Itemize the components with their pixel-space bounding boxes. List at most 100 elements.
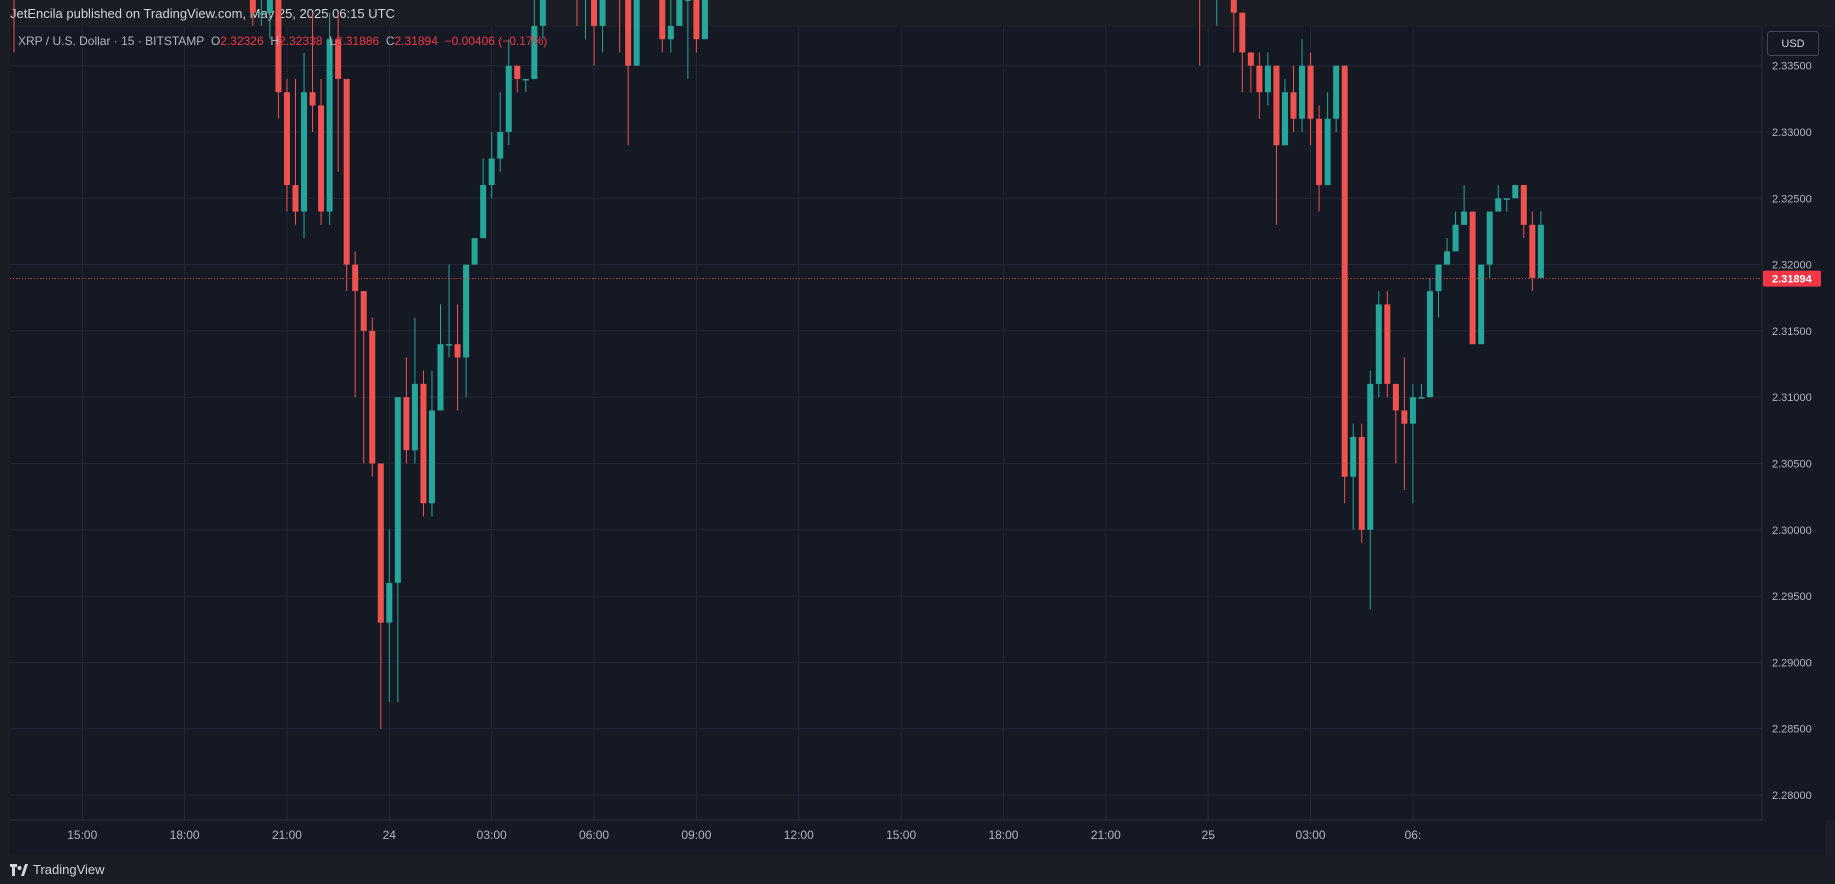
time-tick-label: 03:00 <box>477 828 507 842</box>
candle-body <box>369 330 376 464</box>
candle-body <box>352 264 359 292</box>
price-tick-label: 2.33000 <box>1772 127 1812 139</box>
price-tick-label: 2.29000 <box>1772 657 1812 669</box>
low-label: L <box>329 34 336 48</box>
price-tick-label: 2.31000 <box>1772 392 1812 404</box>
low-value: 2.31886 <box>335 34 380 48</box>
candle <box>1537 211 1544 278</box>
candle <box>480 158 487 239</box>
candle-body <box>1281 92 1288 146</box>
close-value: 2.31894 <box>394 34 438 48</box>
candle-body <box>1426 291 1433 398</box>
candle <box>1469 211 1476 345</box>
candle <box>497 92 504 172</box>
candle-body <box>1333 65 1340 119</box>
candle <box>1199 0 1201 66</box>
candle <box>463 264 470 398</box>
candle-body <box>428 410 435 504</box>
candle <box>1247 52 1254 93</box>
candle <box>1520 185 1527 239</box>
candle <box>1478 264 1485 345</box>
publisher-bar: JetEncila published on TradingView.com, … <box>0 0 1835 27</box>
candle <box>1392 383 1399 464</box>
footer-bar: TradingView <box>0 855 1835 884</box>
candle <box>659 0 666 53</box>
candle-body <box>480 185 487 239</box>
candle-body <box>1392 383 1399 411</box>
candle-body <box>599 0 606 26</box>
grid-lines <box>10 27 1762 820</box>
candles <box>13 0 1544 729</box>
price-tick-label: 2.30500 <box>1772 459 1812 471</box>
symbol-title[interactable]: XRP / U.S. Dollar · 15 · BITSTAMP <box>18 34 205 48</box>
candle <box>283 78 290 212</box>
candle-body <box>667 25 674 40</box>
change-value: −0.00406 (−0.17%) <box>444 34 548 48</box>
symbol-legend: XRP / U.S. Dollar · 15 · BITSTAMP O2.323… <box>18 34 547 48</box>
last-price-tag <box>1763 270 1821 287</box>
candle-body <box>1256 65 1263 93</box>
candle-body <box>1367 383 1374 530</box>
time-tick-label: 12:00 <box>784 828 814 842</box>
currency-button[interactable]: USD <box>1767 31 1819 56</box>
candle <box>1401 357 1408 491</box>
candle <box>335 12 342 172</box>
time-tick-label: 15:00 <box>67 828 97 842</box>
candle <box>488 132 495 199</box>
time-tick-label: 06: <box>1405 828 1422 842</box>
candle-body <box>326 39 333 212</box>
candle-body <box>693 0 700 40</box>
candle-body <box>446 344 453 346</box>
tradingview-brand[interactable]: TradingView <box>33 862 105 877</box>
candle <box>1281 78 1288 146</box>
candle <box>1435 264 1442 318</box>
candle <box>386 529 393 703</box>
candle-body <box>301 92 308 212</box>
candle <box>1503 198 1510 212</box>
tradingview-logo-icon[interactable] <box>10 863 28 876</box>
candle <box>1418 383 1425 399</box>
candle-body <box>1469 211 1476 345</box>
candle <box>585 0 587 40</box>
candle-body <box>377 463 384 623</box>
candle <box>1426 277 1433 398</box>
candle <box>505 39 512 146</box>
price-tick-label: 2.32500 <box>1772 193 1812 205</box>
candle-body <box>343 78 350 265</box>
candle-body <box>625 0 632 66</box>
candle-body <box>1324 118 1331 186</box>
candle <box>301 52 308 239</box>
candle <box>369 317 376 477</box>
candle <box>1216 0 1218 26</box>
candle <box>1230 0 1237 53</box>
close-label: C <box>385 34 395 48</box>
candle <box>1409 383 1416 504</box>
candle <box>258 0 265 26</box>
candle <box>599 0 606 53</box>
candle-body <box>633 0 640 66</box>
candle-body <box>283 92 290 186</box>
candle <box>514 65 521 93</box>
candle <box>1299 39 1306 132</box>
open-value: 2.32326 <box>220 34 264 48</box>
candle-body <box>497 132 504 159</box>
candle <box>701 0 708 40</box>
candle-body <box>1495 198 1502 212</box>
time-tick-label: 24 <box>383 828 397 842</box>
price-axis-background <box>1762 27 1835 820</box>
candle-body <box>1341 65 1348 477</box>
chart-pane[interactable] <box>10 27 1825 855</box>
candle <box>1316 105 1323 212</box>
candle-body <box>386 582 393 623</box>
candle <box>1452 211 1459 252</box>
candle-body <box>471 238 478 265</box>
time-tick-label: 06:00 <box>579 828 609 842</box>
candle <box>471 238 478 265</box>
candle <box>1495 185 1502 212</box>
candle-body <box>659 0 666 40</box>
price-tick-label: 2.32000 <box>1772 260 1812 272</box>
price-tick-label: 2.30000 <box>1772 525 1812 537</box>
candle-body <box>1247 52 1254 66</box>
candle-body <box>258 12 265 15</box>
